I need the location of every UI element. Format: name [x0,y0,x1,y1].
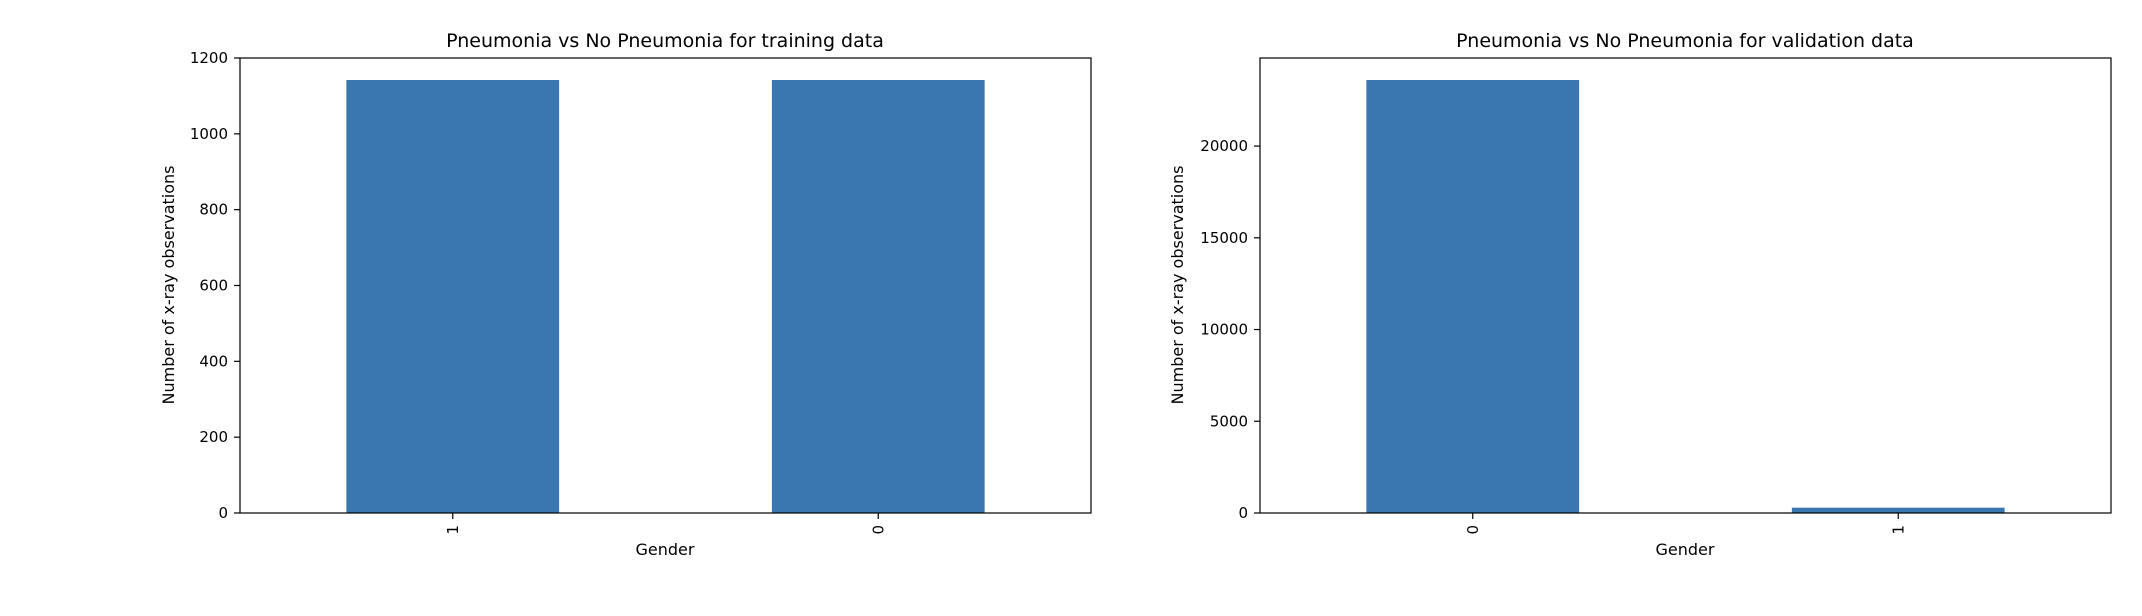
training-x-tick-label: 1 [444,525,462,535]
training-chart-title: Pneumonia vs No Pneumonia for training d… [446,30,884,52]
training-y-tick-label: 1200 [190,49,228,67]
training-bar-0 [771,79,985,513]
training-chart: Pneumonia vs No Pneumonia for training d… [159,30,1092,559]
validation-y-tick-label: 5000 [1210,412,1248,430]
training-bar-1 [346,79,560,513]
validation-y-tick-label: 15000 [1200,229,1248,247]
validation-bar-0 [1366,80,1580,514]
validation-chart-title: Pneumonia vs No Pneumonia for validation… [1456,30,1914,52]
training-x-axis-label: Gender [636,540,695,559]
validation-plot-frame [1259,57,2112,514]
validation-chart-bars [1366,80,2005,514]
validation-chart: Pneumonia vs No Pneumonia for validation… [1168,30,2112,559]
training-y-axis-label: Number of x-ray observations [159,165,178,404]
validation-y-tick-label: 0 [1238,504,1248,522]
validation-bar-1 [1791,507,2005,513]
validation-x-axis-label: Gender [1656,540,1715,559]
training-y-tick-label: 200 [199,428,228,446]
validation-y-axis-label: Number of x-ray observations [1168,165,1187,404]
validation-x-tick-label: 0 [1464,525,1482,535]
training-x-tick-label: 0 [869,525,887,535]
validation-y-tick-label: 20000 [1200,137,1248,155]
training-y-tick-label: 0 [218,504,228,522]
validation-y-tick-label: 10000 [1200,321,1248,339]
training-chart-bars [346,79,985,513]
validation-y-ticks: 0 5000 10000 15000 20000 [1200,137,1260,522]
training-y-tick-label: 600 [199,277,228,295]
training-y-ticks: 0 200 400 600 800 1000 1200 [190,49,240,522]
validation-x-tick-label: 1 [1889,525,1907,535]
training-y-tick-label: 400 [199,352,228,370]
training-y-tick-label: 800 [199,201,228,219]
training-y-tick-label: 1000 [190,125,228,143]
